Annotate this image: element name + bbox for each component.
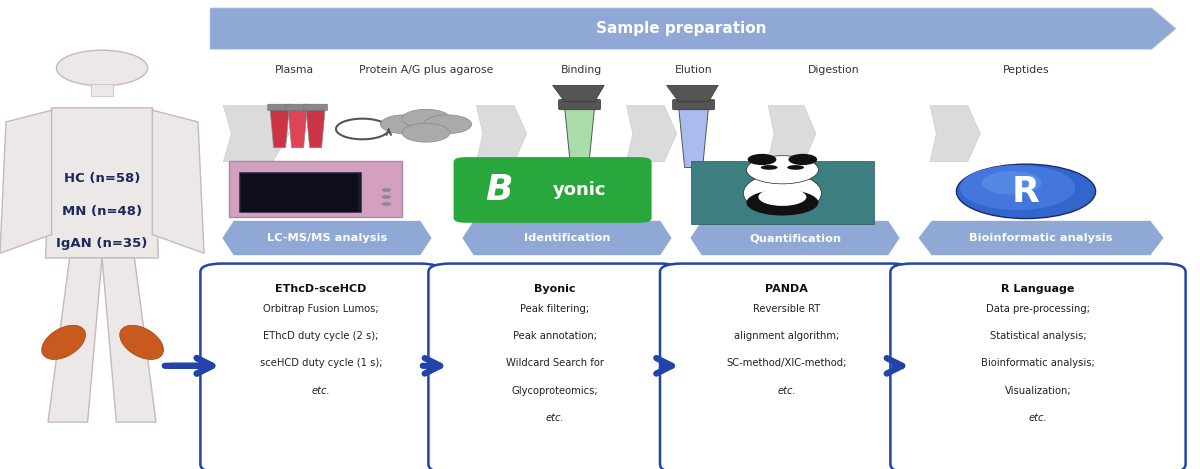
FancyBboxPatch shape (428, 264, 682, 469)
FancyBboxPatch shape (890, 264, 1186, 469)
Text: Identification: Identification (523, 233, 611, 243)
Text: sceHCD duty cycle (1 s);: sceHCD duty cycle (1 s); (259, 358, 383, 368)
Polygon shape (626, 106, 677, 162)
Text: Statistical analysis;: Statistical analysis; (990, 331, 1086, 341)
Text: etc.: etc. (778, 386, 796, 395)
Text: Peptides: Peptides (1003, 65, 1049, 75)
Circle shape (382, 195, 391, 199)
FancyBboxPatch shape (660, 264, 913, 469)
Polygon shape (306, 108, 325, 148)
FancyBboxPatch shape (304, 104, 328, 111)
Text: R Language: R Language (1001, 284, 1075, 294)
Text: alignment algorithm;: alignment algorithm; (734, 331, 839, 341)
Ellipse shape (758, 188, 806, 206)
Polygon shape (552, 85, 604, 102)
Text: EThcD duty cycle (2 s);: EThcD duty cycle (2 s); (263, 331, 379, 341)
Text: Quantification: Quantification (749, 233, 841, 243)
Polygon shape (223, 106, 289, 162)
Circle shape (382, 188, 391, 192)
Text: Visualization;: Visualization; (1004, 386, 1072, 395)
Text: EThcD-sceHCD: EThcD-sceHCD (275, 284, 367, 294)
Text: Data pre-processing;: Data pre-processing; (986, 304, 1090, 314)
Circle shape (746, 156, 818, 184)
Polygon shape (270, 108, 289, 148)
Text: Digestion: Digestion (808, 65, 860, 75)
Polygon shape (102, 258, 156, 422)
Text: Bioinformatic analysis: Bioinformatic analysis (970, 233, 1112, 243)
Polygon shape (48, 258, 102, 422)
FancyBboxPatch shape (229, 161, 402, 217)
Text: B: B (486, 173, 512, 207)
Text: Peak filtering;: Peak filtering; (521, 304, 589, 314)
Polygon shape (46, 108, 158, 258)
Text: etc.: etc. (312, 386, 330, 395)
Text: etc.: etc. (546, 413, 564, 423)
Circle shape (788, 154, 817, 165)
Text: SC-method/XIC-method;: SC-method/XIC-method; (726, 358, 847, 368)
Polygon shape (690, 220, 900, 256)
Text: Peak annotation;: Peak annotation; (514, 331, 598, 341)
Text: IgAN (n=35): IgAN (n=35) (56, 237, 148, 250)
Text: PANDA: PANDA (766, 284, 808, 294)
FancyBboxPatch shape (200, 264, 442, 469)
Text: Elution: Elution (674, 65, 713, 75)
Text: Byonic: Byonic (534, 284, 576, 294)
FancyBboxPatch shape (239, 172, 361, 212)
FancyBboxPatch shape (673, 99, 715, 110)
Text: Reversible RT: Reversible RT (752, 304, 821, 314)
Polygon shape (0, 110, 52, 253)
Polygon shape (222, 220, 432, 256)
Polygon shape (152, 110, 204, 253)
Polygon shape (288, 108, 307, 148)
Circle shape (382, 202, 391, 206)
Text: etc.: etc. (1028, 413, 1048, 423)
Text: Glycoproteomics;: Glycoproteomics; (511, 386, 599, 395)
Text: LC-MS/MS analysis: LC-MS/MS analysis (266, 233, 388, 243)
Text: MN (n=48): MN (n=48) (62, 204, 142, 218)
Text: Binding: Binding (562, 65, 602, 75)
Circle shape (424, 115, 472, 134)
Text: Plasma: Plasma (275, 65, 313, 75)
Polygon shape (679, 106, 708, 167)
FancyBboxPatch shape (558, 99, 600, 110)
FancyBboxPatch shape (691, 161, 874, 224)
Text: Wildcard Search for: Wildcard Search for (506, 358, 604, 368)
Circle shape (56, 50, 148, 86)
Circle shape (402, 109, 450, 128)
FancyBboxPatch shape (241, 174, 358, 212)
Polygon shape (930, 106, 980, 162)
Circle shape (748, 154, 776, 165)
FancyBboxPatch shape (454, 157, 652, 223)
Text: HC (n=58): HC (n=58) (64, 172, 140, 185)
Circle shape (960, 165, 1075, 210)
Text: Orbitrap Fusion Lumos;: Orbitrap Fusion Lumos; (263, 304, 379, 314)
Ellipse shape (42, 325, 85, 359)
FancyBboxPatch shape (268, 104, 292, 111)
Ellipse shape (744, 174, 821, 213)
Polygon shape (667, 85, 718, 102)
Polygon shape (210, 8, 1176, 49)
Circle shape (380, 115, 428, 134)
Polygon shape (768, 106, 816, 162)
Text: R: R (1012, 175, 1040, 209)
Ellipse shape (761, 165, 778, 170)
Text: Protein A/G plus agarose: Protein A/G plus agarose (359, 65, 493, 75)
Ellipse shape (787, 165, 804, 170)
Text: yonic: yonic (553, 181, 606, 199)
Circle shape (402, 123, 450, 142)
Ellipse shape (120, 325, 163, 359)
FancyBboxPatch shape (286, 104, 310, 111)
Circle shape (956, 164, 1096, 219)
Polygon shape (565, 106, 595, 167)
Polygon shape (476, 106, 527, 162)
Polygon shape (462, 220, 672, 256)
Text: Bioinformatic analysis;: Bioinformatic analysis; (982, 358, 1094, 368)
FancyBboxPatch shape (91, 84, 113, 96)
Ellipse shape (746, 190, 818, 216)
Polygon shape (918, 220, 1164, 256)
Circle shape (982, 171, 1042, 195)
Text: Sample preparation: Sample preparation (595, 21, 766, 36)
